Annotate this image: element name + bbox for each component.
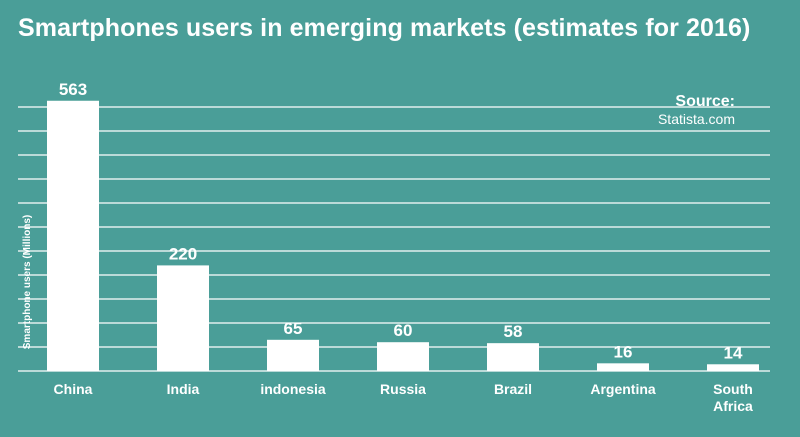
data-label-india: 220 bbox=[169, 244, 197, 263]
tick-label-russia: Russia bbox=[380, 381, 426, 397]
data-label-china: 563 bbox=[59, 80, 87, 99]
bar-argentina bbox=[597, 363, 649, 371]
bar-china bbox=[47, 100, 99, 371]
bar-south-africa bbox=[707, 364, 759, 371]
tick-label-indonesia: indonesia bbox=[260, 381, 326, 397]
tick-label-china: China bbox=[54, 381, 93, 397]
chart-title: Smartphones users in emerging markets (e… bbox=[18, 14, 751, 42]
data-label-russia: 60 bbox=[394, 321, 413, 340]
data-label-brazil: 58 bbox=[504, 322, 523, 341]
source-text: Statista.com bbox=[658, 111, 735, 127]
bar-russia bbox=[377, 342, 429, 371]
y-axis-label: Smartphone users (Millions) bbox=[22, 215, 33, 349]
data-label-indonesia: 65 bbox=[284, 319, 303, 338]
tick-label-south-africa: South Africa bbox=[713, 381, 753, 414]
bar-indonesia bbox=[267, 339, 319, 371]
tick-label-argentina: Argentina bbox=[590, 381, 656, 397]
data-labels: 563 220 65 60 58 16 14 bbox=[59, 80, 743, 363]
data-label-south-africa: 14 bbox=[724, 343, 743, 362]
source-label: Source: bbox=[675, 93, 735, 110]
bar-brazil bbox=[487, 343, 539, 371]
tick-label-brazil: Brazil bbox=[494, 381, 532, 397]
tick-label-india: India bbox=[167, 381, 200, 397]
bars bbox=[47, 100, 759, 371]
bar-india bbox=[157, 265, 209, 371]
x-tick-labels: China India indonesia Russia Brazil Argentina… bbox=[54, 381, 753, 414]
data-label-argentina: 16 bbox=[614, 342, 633, 361]
